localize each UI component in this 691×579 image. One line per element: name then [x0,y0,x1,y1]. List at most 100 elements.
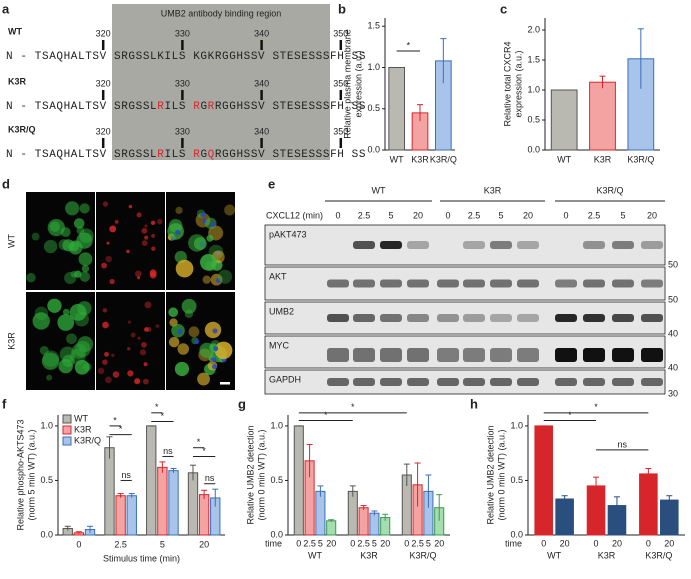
bar [534,425,553,536]
cell-signal [65,201,80,216]
cell-signal [59,346,76,363]
nucleus [212,328,218,334]
y-tick-label: 0.0 [270,529,283,539]
residue-number: 330 [175,28,190,38]
panel-letter: g [238,396,246,411]
x-tick-label: K3R [594,154,612,164]
series-label: 0 [404,538,409,548]
blot-band [583,348,605,362]
y-tick-label: 1.5 [367,21,380,31]
cell-signal [137,336,141,340]
cell-signal [77,336,94,353]
series-label: 0 [541,538,546,548]
nucleus [210,221,216,227]
blot-band [641,241,663,249]
blot-band [490,314,512,322]
residue-number: 320 [96,126,111,136]
panel-letter: b [338,1,346,16]
cell-signal [134,270,142,278]
blot-band [517,378,539,386]
cell-signal [76,226,85,235]
y-tick-label: 1.0 [367,62,380,72]
y-tick-label: 0.5 [40,475,53,485]
blot-band [327,279,349,288]
cell-signal [102,359,108,365]
cell-signal [62,239,75,252]
cell-signal [106,241,110,245]
bar [293,425,304,536]
sequence-segment: N - TSAQHALTSV SRGSSL [6,149,157,161]
scale-bar [220,382,230,385]
residue-number: 340 [254,28,269,38]
cell-signal [79,271,91,282]
blot-band [612,241,634,249]
cell-signal [32,312,50,330]
y-axis-label: Relative UMB2 detection [245,425,255,524]
lane-label: 5 [620,210,625,220]
variant-name: K3R/Q [8,124,36,134]
y-axis-label: Relative plasma membrane [342,29,352,139]
legend-label: K3R/Q [74,435,101,445]
cell-signal [134,378,141,385]
series-label: 20 [664,538,674,548]
sequence-segment: N - TSAQHALTSV SRGSSLKILS KGKRGGHSSV STE… [6,51,366,63]
y-tick-label: 1.5 [527,54,540,64]
blot-band [583,378,605,386]
cell-signal [168,336,180,348]
bar [660,499,679,536]
y-tick-label: 0.0 [40,529,53,539]
cell-signal [137,276,141,280]
sequence: N - TSAQHALTSV SRGSSLRILS RGQRGGHSSV STE… [6,149,366,161]
cell-signal [43,239,58,254]
cell-signal [127,320,131,324]
series-label: 0 [296,538,301,548]
bar [146,425,157,536]
bar [315,490,326,536]
cell-signal [112,371,120,378]
cell-signal [197,372,210,386]
panel-letter: a [2,1,10,16]
marker-label: 30 [668,388,678,398]
variant-name: WT [8,26,22,36]
cell-signal [26,272,36,283]
series-label: 0 [646,538,651,548]
blot-band [437,348,459,362]
significance-label: ns [205,473,215,483]
series-label: 5 [318,538,323,548]
sequence-segment: R [208,101,215,113]
blot-band [437,279,459,288]
lane-label: 20 [413,210,423,220]
significance-label: ns [163,446,173,456]
series-label: 20 [612,538,622,548]
significance-label: * [351,402,355,412]
cell-signal [175,259,194,278]
residue-number: 350 [333,78,348,88]
blot-band [407,348,429,362]
bar [126,495,137,536]
group-label: WT [372,185,386,195]
blot-band [517,314,539,322]
marker-label: 40 [668,362,678,372]
bar [104,447,115,536]
y-tick-label: 1.0 [270,420,283,430]
cell-signal [74,359,90,375]
y-tick-label: 0.5 [527,114,540,124]
cell-signal [47,298,62,313]
cell-signal [41,352,60,370]
sequence-segment: R [157,101,164,113]
x-tick-label: WT [557,154,571,164]
bar [555,498,574,536]
cell-signal [126,249,130,254]
nucleus [177,329,183,335]
sequence: N - TSAQHALTSV SRGSSLRILS RGRRGGHSSV STE… [6,101,366,113]
cell-signal [214,341,233,360]
x-tick-label: 20 [199,539,209,549]
blot-band [641,314,663,322]
cell-signal [105,255,113,263]
blot-band [517,348,539,362]
nucleus [200,212,206,218]
residue-number: 330 [175,126,190,136]
bar [187,472,199,536]
cell-signal [79,228,94,243]
cell-signal [74,270,82,278]
